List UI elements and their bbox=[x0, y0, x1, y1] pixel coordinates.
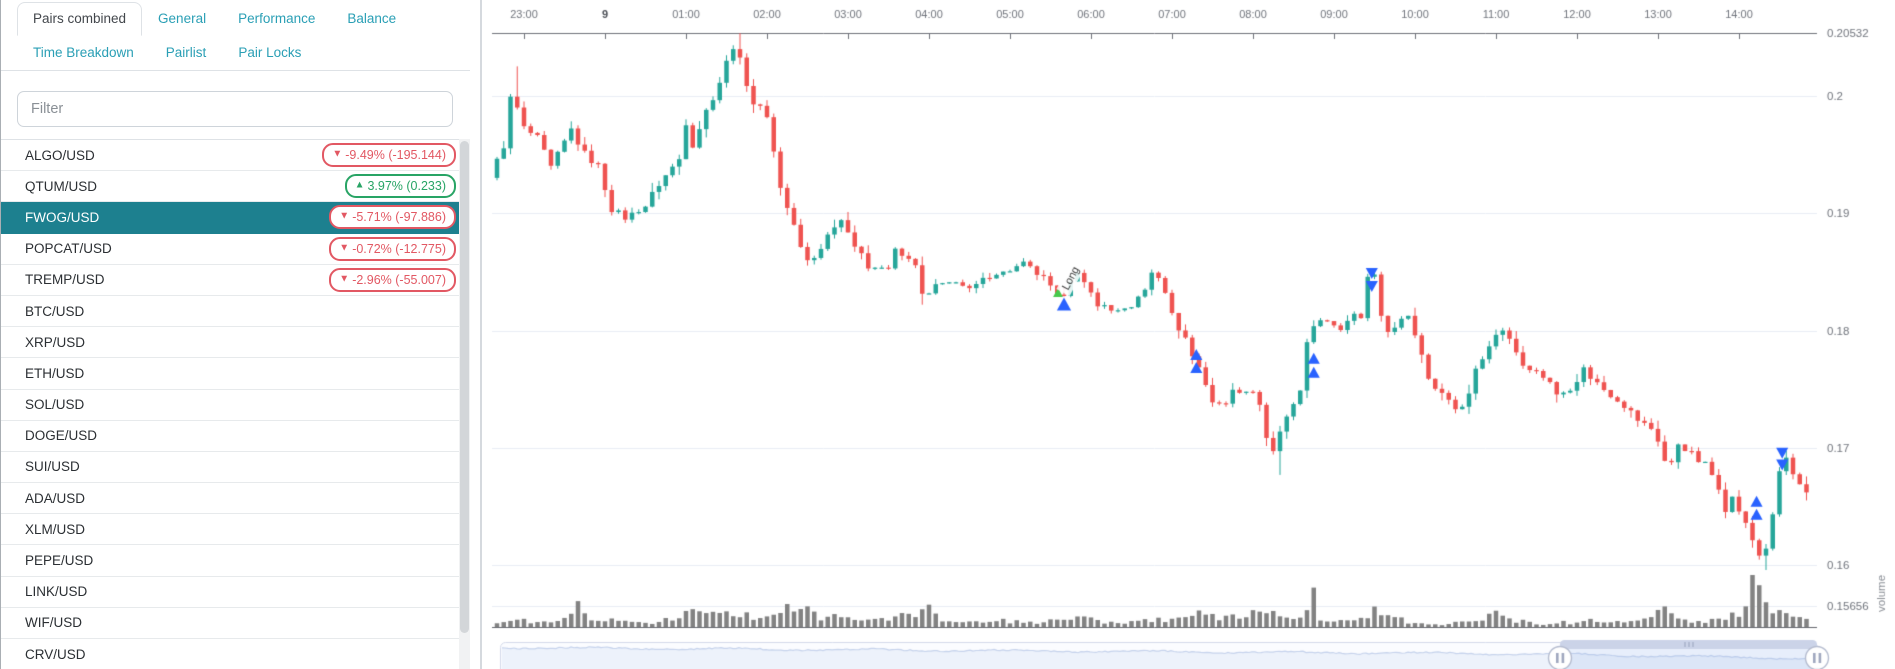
pair-label: PEPE/USD bbox=[25, 553, 93, 568]
pair-label: ETH/USD bbox=[25, 366, 84, 381]
pair-label: TREMP/USD bbox=[25, 272, 105, 287]
pair-label: XLM/USD bbox=[25, 522, 85, 537]
pair-row-crv-usd[interactable]: CRV/USD bbox=[1, 639, 470, 669]
triangle-down-icon: ▼ bbox=[339, 274, 349, 284]
pair-filter-input[interactable] bbox=[17, 91, 453, 127]
tab-general[interactable]: General bbox=[142, 2, 222, 36]
triangle-up-icon: ▲ bbox=[355, 181, 365, 191]
pair-row-doge-usd[interactable]: DOGE/USD bbox=[1, 421, 470, 452]
pair-row-sui-usd[interactable]: SUI/USD bbox=[1, 452, 470, 483]
pair-row-btc-usd[interactable]: BTC/USD bbox=[1, 296, 470, 327]
profit-badge: ▼-9.49% (-195.144) bbox=[322, 143, 456, 167]
datazoom-right-handle[interactable] bbox=[1805, 646, 1829, 669]
tab-pairlist[interactable]: Pairlist bbox=[150, 36, 223, 70]
pair-label: DOGE/USD bbox=[25, 428, 97, 443]
profit-badge-text: 3.97% (0.233) bbox=[367, 179, 446, 193]
tab-pairs-combined[interactable]: Pairs combined bbox=[17, 2, 142, 36]
pair-row-algo-usd[interactable]: ALGO/USD ▼-9.49% (-195.144) bbox=[1, 140, 470, 171]
filter-wrap bbox=[17, 91, 470, 127]
pair-label: SUI/USD bbox=[25, 459, 80, 474]
tabs-row-1: Pairs combinedGeneralPerformanceBalance bbox=[17, 2, 470, 36]
tab-performance[interactable]: Performance bbox=[222, 2, 331, 36]
profit-badge: ▲3.97% (0.233) bbox=[345, 174, 456, 198]
pair-label: BTC/USD bbox=[25, 304, 84, 319]
pair-row-link-usd[interactable]: LINK/USD bbox=[1, 577, 470, 608]
datazoom-window[interactable] bbox=[1560, 642, 1817, 669]
pair-row-sol-usd[interactable]: SOL/USD bbox=[1, 390, 470, 421]
pair-row-qtum-usd[interactable]: QTUM/USD ▲3.97% (0.233) bbox=[1, 171, 470, 202]
triangle-down-icon: ▼ bbox=[339, 212, 349, 222]
freqtrade-ui: Pairs combinedGeneralPerformanceBalance … bbox=[0, 0, 1895, 669]
pane-divider[interactable] bbox=[480, 0, 482, 669]
pair-row-fwog-usd[interactable]: FWOG/USD ▼-5.71% (-97.886) bbox=[1, 202, 470, 233]
pair-row-ada-usd[interactable]: ADA/USD bbox=[1, 483, 470, 514]
tab-pair-locks[interactable]: Pair Locks bbox=[222, 36, 317, 70]
profit-badge: ▼-5.71% (-97.886) bbox=[329, 205, 456, 229]
pair-label: LINK/USD bbox=[25, 584, 87, 599]
tabs-row-2: Time BreakdownPairlistPair Locks bbox=[17, 36, 470, 70]
scrollbar-thumb[interactable] bbox=[460, 141, 469, 633]
pair-row-xlm-usd[interactable]: XLM/USD bbox=[1, 514, 470, 545]
profit-badge: ▼-0.72% (-12.775) bbox=[329, 237, 456, 261]
pair-list: ALGO/USD▼-9.49% (-195.144)QTUM/USD▲3.97%… bbox=[1, 139, 470, 669]
pairs-sidebar: Pairs combinedGeneralPerformanceBalance … bbox=[0, 0, 470, 669]
pair-label: QTUM/USD bbox=[25, 179, 97, 194]
pair-row-wif-usd[interactable]: WIF/USD bbox=[1, 608, 470, 639]
candlestick-chart-canvas[interactable] bbox=[486, 0, 1895, 669]
pair-label: ALGO/USD bbox=[25, 148, 95, 163]
datazoom-left-handle[interactable] bbox=[1548, 646, 1572, 669]
pair-label: WIF/USD bbox=[25, 615, 82, 630]
pair-row-popcat-usd[interactable]: POPCAT/USD ▼-0.72% (-12.775) bbox=[1, 234, 470, 265]
pair-row-pepe-usd[interactable]: PEPE/USD bbox=[1, 545, 470, 576]
pair-label: ADA/USD bbox=[25, 491, 85, 506]
pair-list-scrollbar bbox=[459, 139, 470, 669]
pair-label: SOL/USD bbox=[25, 397, 84, 412]
pair-label: FWOG/USD bbox=[25, 210, 99, 225]
tab-time-breakdown[interactable]: Time Breakdown bbox=[17, 36, 150, 70]
triangle-down-icon: ▼ bbox=[339, 243, 349, 253]
profit-badge-text: -9.49% (-195.144) bbox=[345, 148, 446, 162]
pair-row-tremp-usd[interactable]: TREMP/USD ▼-2.96% (-55.007) bbox=[1, 265, 470, 296]
pair-label: CRV/USD bbox=[25, 647, 86, 662]
pair-label: XRP/USD bbox=[25, 335, 85, 350]
pair-row-eth-usd[interactable]: ETH/USD bbox=[1, 358, 470, 389]
profit-badge-text: -5.71% (-97.886) bbox=[352, 210, 446, 224]
sidebar-tabs: Pairs combinedGeneralPerformanceBalance … bbox=[1, 0, 470, 71]
profit-badge-text: -0.72% (-12.775) bbox=[352, 242, 446, 256]
triangle-down-icon: ▼ bbox=[332, 150, 342, 160]
pair-label: POPCAT/USD bbox=[25, 241, 112, 256]
profit-badge-text: -2.96% (-55.007) bbox=[352, 273, 446, 287]
tab-balance[interactable]: Balance bbox=[331, 2, 412, 36]
pair-row-xrp-usd[interactable]: XRP/USD bbox=[1, 327, 470, 358]
profit-badge: ▼-2.96% (-55.007) bbox=[329, 268, 456, 292]
